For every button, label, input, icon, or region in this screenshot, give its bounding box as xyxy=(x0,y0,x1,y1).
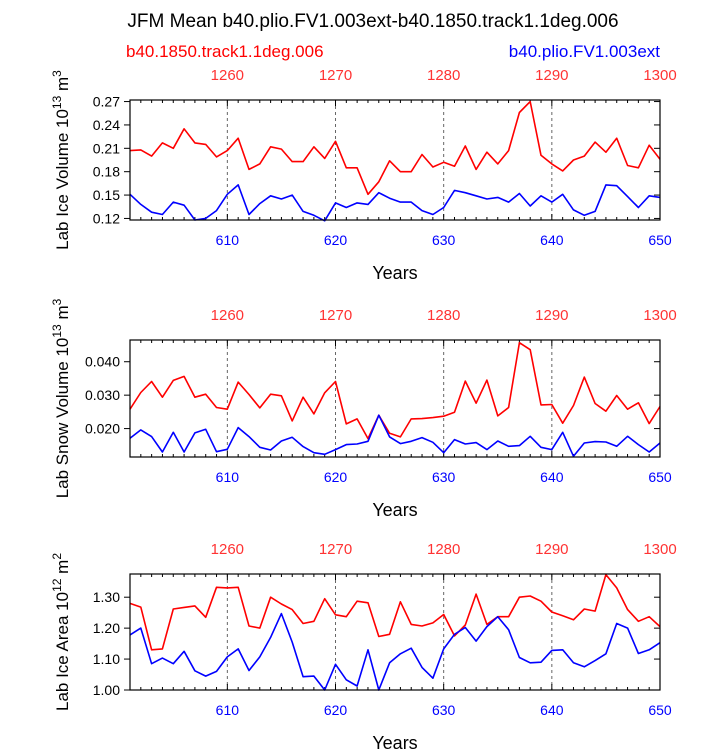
x-tick-label-top: 1280 xyxy=(427,541,460,558)
x-axis-title: Years xyxy=(372,263,417,283)
legend-label-red: b40.1850.track1.1deg.006 xyxy=(126,42,324,61)
y-tick-label: 0.030 xyxy=(85,387,120,403)
y-tick-label: 0.18 xyxy=(93,164,120,180)
chart-title: JFM Mean b40.plio.FV1.003ext-b40.1850.tr… xyxy=(127,11,618,32)
y-axis-title-part: Lab Ice Area 10 xyxy=(53,592,72,711)
x-tick-label-bottom: 640 xyxy=(540,232,564,248)
x-tick-label-bottom: 630 xyxy=(432,469,456,485)
y-tick-label: 0.27 xyxy=(93,94,120,110)
x-tick-label-top: 1260 xyxy=(211,307,244,324)
y-axis-title: Lab Ice Volume 1013 m3 xyxy=(50,70,72,250)
x-tick-label-bottom: 650 xyxy=(648,232,672,248)
plot-frame xyxy=(129,99,661,221)
y-tick-label: 1.30 xyxy=(93,589,120,605)
series-line-blue xyxy=(129,612,661,691)
y-tick-label: 0.15 xyxy=(93,187,120,203)
x-tick-label-top: 1300 xyxy=(643,307,676,324)
x-tick-label-top: 1280 xyxy=(427,67,460,84)
x-tick-label-bottom: 620 xyxy=(324,469,348,485)
y-axis-title-part: m xyxy=(53,560,72,579)
y-tick-label: 0.24 xyxy=(93,117,120,133)
x-tick-label-top: 1270 xyxy=(319,67,352,84)
legend-label-blue: b40.plio.FV1.003ext xyxy=(509,42,660,61)
y-axis-title-part: 12 xyxy=(50,578,64,592)
series-line-red xyxy=(129,100,661,196)
plot-frame xyxy=(129,573,661,691)
y-axis-title-part: 13 xyxy=(50,324,64,338)
x-axis-title: Years xyxy=(372,500,417,520)
x-tick-label-bottom: 610 xyxy=(216,469,240,485)
x-tick-label-top: 1290 xyxy=(535,67,568,84)
x-tick-label-bottom: 630 xyxy=(432,702,456,718)
y-axis-title-part: 13 xyxy=(50,95,64,109)
chart-panel-2: 0.020 0.030 0.040 610 620 630 640 650 1260 1270 12… xyxy=(50,298,677,520)
x-tick-label-bottom: 620 xyxy=(324,232,348,248)
x-tick-label-top: 1260 xyxy=(211,541,244,558)
series-line-blue xyxy=(129,184,661,222)
x-tick-label-bottom: 640 xyxy=(540,702,564,718)
chart-panel-3: 1.00 1.10 1.20 1.30 610 620 630 640 650 1260 1270 1… xyxy=(50,541,677,751)
x-tick-label-bottom: 610 xyxy=(216,702,240,718)
series-line-blue xyxy=(129,414,661,458)
x-tick-label-bottom: 610 xyxy=(216,232,240,248)
y-tick-label: 0.040 xyxy=(85,354,120,370)
plot-frame xyxy=(129,339,661,458)
y-axis-title-part: m xyxy=(53,305,72,324)
x-tick-label-top: 1290 xyxy=(535,541,568,558)
y-axis-title-part: 3 xyxy=(50,298,64,305)
y-axis-title: Lab Ice Area 1012 m2 xyxy=(50,553,72,711)
y-tick-label: 1.00 xyxy=(93,682,120,698)
series-line-red xyxy=(129,573,661,651)
x-tick-label-top: 1300 xyxy=(643,67,676,84)
y-tick-label: 0.21 xyxy=(93,140,120,156)
y-axis-title-part: 3 xyxy=(50,70,64,77)
y-axis-title-part: Lab Ice Volume 10 xyxy=(53,109,72,250)
y-tick-label: 1.20 xyxy=(93,620,120,636)
y-tick-label: 0.12 xyxy=(93,210,120,226)
x-tick-label-bottom: 650 xyxy=(648,702,672,718)
x-tick-label-top: 1270 xyxy=(319,541,352,558)
x-tick-label-top: 1270 xyxy=(319,307,352,324)
x-axis-title: Years xyxy=(372,733,417,751)
x-tick-label-top: 1280 xyxy=(427,307,460,324)
x-tick-label-top: 1290 xyxy=(535,307,568,324)
y-axis-title-part: Lab Snow Volume 10 xyxy=(53,338,72,499)
series-line-red xyxy=(129,341,661,440)
y-axis-title-part: m xyxy=(53,77,72,96)
y-tick-label: 0.020 xyxy=(85,421,120,437)
y-axis-title-part: 2 xyxy=(50,553,64,560)
x-tick-label-top: 1300 xyxy=(643,541,676,558)
x-tick-label-bottom: 620 xyxy=(324,702,348,718)
y-axis-title: Lab Snow Volume 1013 m3 xyxy=(50,298,72,498)
x-tick-label-top: 1260 xyxy=(211,67,244,84)
chart-panel-1: 0.12 0.15 0.18 0.21 0.24 0.27 610 620 630 640 650 1… xyxy=(50,67,677,283)
x-tick-label-bottom: 650 xyxy=(648,469,672,485)
x-tick-label-bottom: 630 xyxy=(432,232,456,248)
x-tick-label-bottom: 640 xyxy=(540,469,564,485)
y-tick-label: 1.10 xyxy=(93,651,120,667)
